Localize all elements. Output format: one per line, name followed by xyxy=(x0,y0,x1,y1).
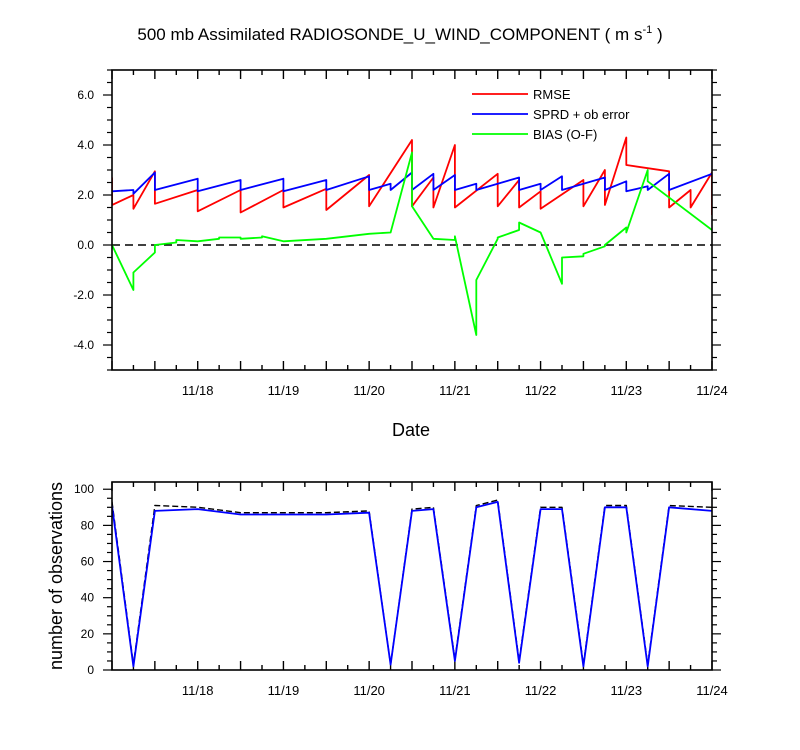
x-tick-label: 11/20 xyxy=(353,383,385,398)
y-tick-label: -4.0 xyxy=(73,338,94,352)
y-tick-label: 2.0 xyxy=(77,188,94,202)
chart-title-main: 500 mb Assimilated RADIOSONDE_U_WIND_COM… xyxy=(137,25,642,44)
x-tick-label: 11/22 xyxy=(525,383,557,398)
x-tick-label: 11/23 xyxy=(610,683,642,698)
y-tick-label: 40 xyxy=(81,591,95,605)
legend-label: BIAS (O-F) xyxy=(533,127,597,142)
x-tick-label: 11/24 xyxy=(696,683,728,698)
y-tick-label: 0 xyxy=(87,663,94,677)
y-axis-label-observations: number of observations xyxy=(46,482,66,670)
x-tick-label: 11/18 xyxy=(182,683,214,698)
series-line-rmse xyxy=(112,136,712,215)
top-panel: 11/18 11/19 11/20 11/21 11/22 11/23 11/24 -4.0 -… xyxy=(73,69,728,398)
chart-title: 500 mb Assimilated RADIOSONDE_U_WIND_COM… xyxy=(137,24,662,44)
chart-title-units-exponent: -1 xyxy=(642,24,652,36)
x-axis-label: Date xyxy=(392,420,430,440)
series-line-sprd-ob-error xyxy=(112,171,712,195)
series-line-observations-used xyxy=(112,500,712,668)
y-tick-label: 6.0 xyxy=(77,88,94,102)
bottom-panel: 11/18 11/19 11/20 11/21 11/22 11/23 11/24 0 20 40… xyxy=(74,481,728,698)
plot-frame xyxy=(111,481,713,671)
legend-label: SPRD + ob error xyxy=(533,107,630,122)
y-tick-label: 0.0 xyxy=(77,238,94,252)
x-tick-label: 11/21 xyxy=(439,683,471,698)
x-tick-label: 11/21 xyxy=(439,383,471,398)
x-tick-label: 11/20 xyxy=(353,683,385,698)
y-tick-label: 100 xyxy=(74,482,94,496)
y-tick-label: 60 xyxy=(81,555,95,569)
y-tick-label: 20 xyxy=(81,627,95,641)
y-tick-label: -2.0 xyxy=(73,288,94,302)
x-tick-label: 11/19 xyxy=(268,383,300,398)
y-tick-label: 80 xyxy=(81,518,95,532)
chart-title-close: ) xyxy=(652,25,662,44)
x-tick-label: 11/22 xyxy=(525,683,557,698)
x-tick-label: 11/18 xyxy=(182,383,214,398)
plot-frame xyxy=(111,69,713,371)
legend-label: RMSE xyxy=(533,87,571,102)
x-tick-label: 11/23 xyxy=(610,383,642,398)
series-line-bias-o-f xyxy=(112,151,712,336)
y-tick-label: 4.0 xyxy=(77,138,94,152)
x-tick-label: 11/24 xyxy=(696,383,728,398)
x-tick-label: 11/19 xyxy=(268,683,300,698)
